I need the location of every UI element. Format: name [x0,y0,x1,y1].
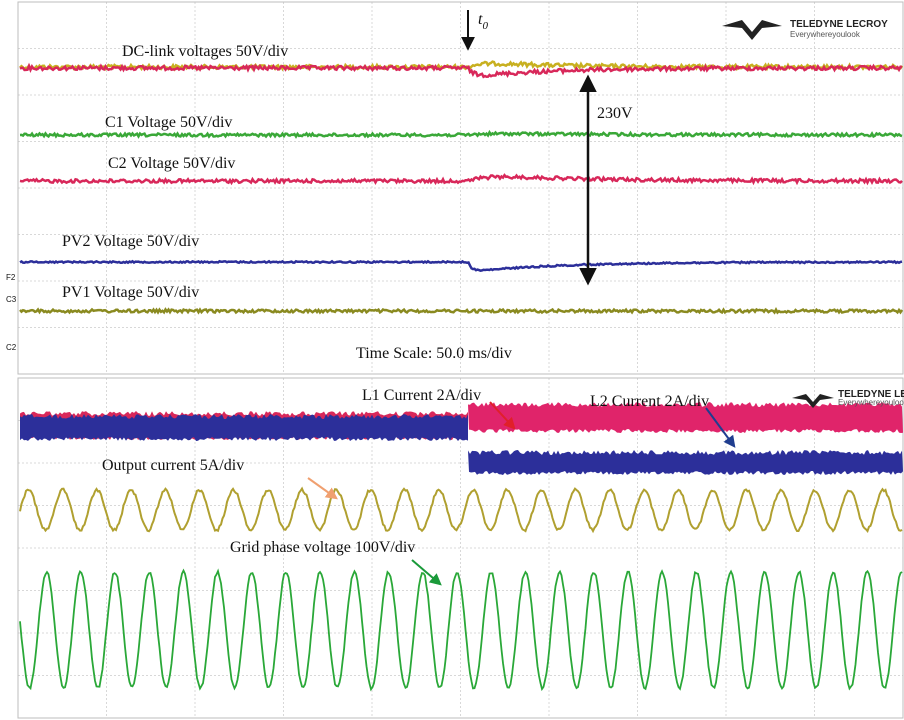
scope-capture: t0 230V TELEDYNE LECROY Everywhereyouloo… [0,0,904,720]
brand-tagline: Everywhereyoulook [790,30,861,39]
brand-logo [722,20,782,40]
t0-label: t0 [478,11,488,32]
trace-label: C2 Voltage 50V/div [108,155,235,172]
side-marker: F2 [6,273,16,282]
brand-tagline: Everywhereyoulook [838,398,904,407]
page: {"top_panel": { "t0_label": "t", "t0_sub… [0,0,904,720]
pv1-trace [20,310,902,313]
side-marker: C3 [6,295,17,304]
brand: TELEDYNE LECROY [790,19,888,30]
trace-label: PV1 Voltage 50V/div [62,284,199,301]
time-scale: Time Scale: 50.0 ms/div [356,345,512,362]
side-marker: C2 [6,343,17,352]
l2-band [468,450,903,475]
trace-label: DC-link voltages 50V/div [122,43,288,60]
trace-label: L2 Current 2A/div [590,393,709,410]
pointer-arrow [308,478,336,498]
trace-label: L1 Current 2A/div [362,387,481,404]
step-annotation: 230V [597,105,633,122]
trace-label: Grid phase voltage 100V/div [230,539,415,556]
trace-label: C1 Voltage 50V/div [105,114,232,131]
t0-subscript: 0 [482,20,488,32]
trace-label: PV2 Voltage 50V/div [62,233,199,250]
trace-label: Output current 5A/div [102,457,244,474]
